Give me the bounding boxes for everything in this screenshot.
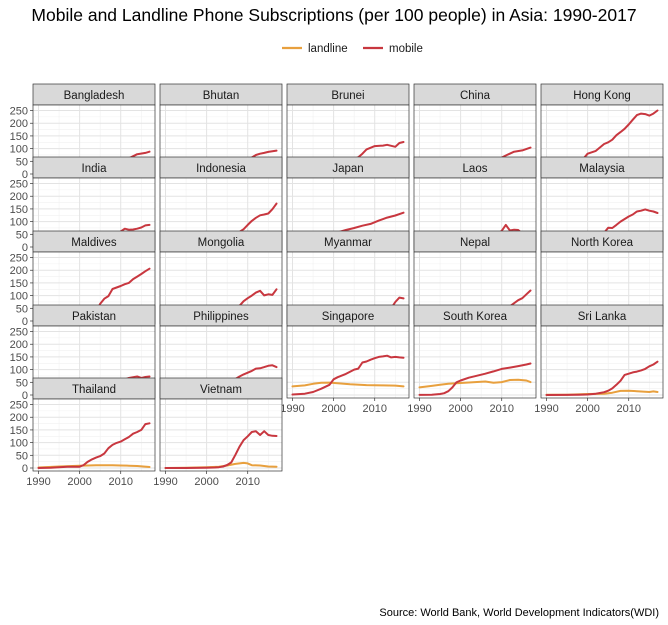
x-tick-label: 2000	[321, 403, 345, 415]
x-tick-label: 2000	[575, 403, 599, 415]
mobile-line-singapore	[291, 354, 405, 396]
panel-singapore: Singapore 1990 2000 2010	[280, 304, 410, 415]
y-tick-label: 150	[10, 425, 28, 437]
y-tick-label: 150	[10, 352, 28, 364]
strip-label-india: India	[82, 163, 108, 175]
mobile-line-thailand	[37, 422, 151, 469]
legend-mobile-label: mobile	[389, 43, 423, 55]
y-tick-label: 250	[10, 106, 28, 118]
panel-south-korea: South Korea 1990 2000 2010	[407, 304, 537, 415]
x-tick-label: 2010	[616, 403, 640, 415]
plot-bg-vietnam	[160, 399, 282, 471]
y-tick-label: 250	[10, 400, 28, 412]
y-tick-label: 50	[16, 377, 28, 389]
y-tick-label: 100	[10, 365, 28, 377]
y-tick-label: 100	[10, 144, 28, 156]
y-tick-label: 150	[10, 204, 28, 216]
y-tick-label: 150	[10, 278, 28, 290]
plot-border-thailand	[32, 398, 156, 472]
x-tick-label: 2000	[448, 403, 472, 415]
strip-label-japan: Japan	[332, 163, 363, 175]
y-tick-label: 250	[10, 327, 28, 339]
strip-label-china: China	[460, 90, 491, 102]
y-tick-label: 0	[22, 242, 28, 254]
strip-label-myanmar: Myanmar	[324, 237, 372, 249]
plot-border-sri-lanka	[540, 325, 664, 399]
x-tick-label: 2010	[362, 403, 386, 415]
strip-label-laos: Laos	[463, 163, 488, 175]
y-tick-label: 0	[22, 390, 28, 402]
strip-label-north-korea: North Korea	[571, 237, 634, 249]
plot-bg-sri-lanka	[541, 326, 663, 398]
y-tick-label: 100	[10, 438, 28, 450]
mobile-line-south-korea	[418, 362, 532, 396]
plot-border-vietnam	[159, 398, 283, 472]
x-tick-label: 2010	[108, 476, 132, 488]
legend-landline-label: landline	[308, 43, 348, 55]
strip-label-singapore: Singapore	[322, 311, 374, 323]
y-tick-label: 50	[16, 450, 28, 462]
strip-label-brunei: Brunei	[331, 90, 364, 102]
x-tick-label: 1990	[534, 403, 558, 415]
strip-label-indonesia: Indonesia	[196, 163, 246, 175]
strip-label-philippines: Philippines	[193, 311, 249, 323]
y-tick-label: 250	[10, 179, 28, 191]
x-tick-label: 2000	[194, 476, 218, 488]
y-tick-label: 100	[10, 217, 28, 229]
y-tick-label: 0	[22, 463, 28, 475]
strip-label-south-korea: South Korea	[443, 311, 508, 323]
landline-line-singapore	[291, 381, 405, 388]
y-tick-label: 150	[10, 131, 28, 143]
y-tick-label: 200	[10, 118, 28, 130]
landline-line-south-korea	[418, 378, 532, 389]
y-tick-label: 0	[22, 316, 28, 328]
x-tick-label: 1990	[153, 476, 177, 488]
strip-label-malaysia: Malaysia	[579, 163, 625, 175]
y-tick-label: 200	[10, 191, 28, 203]
source-caption: Source: World Bank, World Development In…	[379, 607, 659, 619]
x-tick-label: 2000	[67, 476, 91, 488]
strip-label-bangladesh: Bangladesh	[64, 90, 125, 102]
strip-label-hong-kong: Hong Kong	[573, 90, 631, 102]
mobile-line-sri-lanka	[545, 360, 659, 396]
strip-label-thailand: Thailand	[72, 384, 116, 396]
plot-bg-thailand	[33, 399, 155, 471]
y-tick-label: 200	[10, 265, 28, 277]
panel-sri-lanka: Sri Lanka 1990 2000 2010	[534, 304, 664, 415]
plot-border-singapore	[286, 325, 410, 399]
plot-border-south-korea	[413, 325, 537, 399]
mobile-line-vietnam	[164, 430, 278, 469]
x-tick-label: 2010	[235, 476, 259, 488]
panel-vietnam: Vietnam 1990 2000 2010	[153, 377, 283, 488]
x-tick-label: 1990	[26, 476, 50, 488]
plot-bg-south-korea	[414, 326, 536, 398]
strip-label-nepal: Nepal	[460, 237, 490, 249]
strip-label-mongolia: Mongolia	[198, 237, 245, 249]
y-tick-label: 50	[16, 303, 28, 315]
y-tick-label: 50	[16, 229, 28, 241]
plot-bg-singapore	[287, 326, 409, 398]
y-tick-label: 100	[10, 291, 28, 303]
strip-label-vietnam: Vietnam	[200, 384, 242, 396]
strip-label-sri-lanka: Sri Lanka	[578, 311, 627, 323]
strip-label-bhutan: Bhutan	[203, 90, 239, 102]
legend: landline mobile	[282, 43, 423, 55]
strip-label-maldives: Maldives	[71, 237, 117, 249]
chart-title: Mobile and Landline Phone Subscriptions …	[31, 5, 636, 25]
x-tick-label: 1990	[407, 403, 431, 415]
y-tick-label: 0	[22, 169, 28, 181]
y-tick-label: 50	[16, 156, 28, 168]
y-tick-label: 250	[10, 253, 28, 265]
x-tick-label: 1990	[280, 403, 304, 415]
y-tick-label: 200	[10, 339, 28, 351]
x-tick-label: 2010	[489, 403, 513, 415]
y-tick-label: 200	[10, 412, 28, 424]
strip-label-pakistan: Pakistan	[72, 311, 116, 323]
